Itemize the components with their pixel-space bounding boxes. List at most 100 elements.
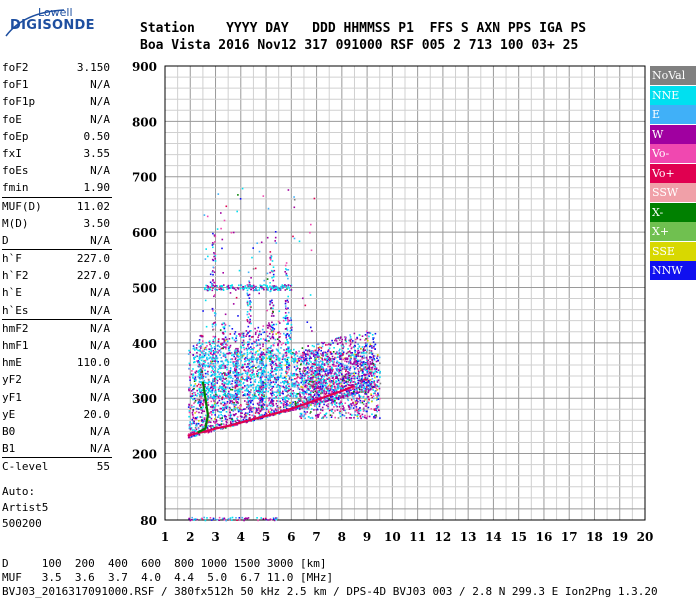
echo-point — [269, 412, 271, 415]
echo-point — [201, 421, 204, 423]
echo-point — [303, 370, 306, 372]
echo-point — [365, 373, 368, 376]
echo-point — [332, 342, 334, 344]
echo-point — [308, 360, 311, 362]
echo-point — [249, 408, 252, 410]
echo-point — [340, 392, 343, 394]
echo-point — [236, 398, 239, 400]
echo-point — [332, 365, 335, 367]
echo-point — [211, 283, 213, 285]
echo-point — [249, 315, 252, 317]
echo-point — [236, 385, 239, 387]
echo-point — [314, 359, 316, 362]
param-row: yF1 N/A — [2, 389, 110, 406]
echo-point — [209, 387, 212, 389]
echo-point — [224, 338, 226, 341]
echo-point — [240, 373, 242, 376]
echo-point — [273, 353, 276, 356]
echo-point — [288, 369, 290, 371]
echo-point — [335, 404, 337, 407]
echo-point — [245, 335, 247, 337]
echo-point — [293, 373, 295, 376]
echo-point — [228, 398, 230, 400]
echo-point — [340, 358, 342, 360]
echo-point — [242, 382, 245, 385]
echo-point — [196, 422, 199, 425]
echo-point — [273, 342, 275, 344]
echo-point — [276, 394, 279, 397]
echo-point — [287, 346, 289, 348]
echo-point — [248, 404, 251, 406]
echo-point — [234, 406, 237, 409]
echo-point — [246, 378, 248, 380]
echo-point — [229, 344, 232, 347]
echo-point — [214, 254, 217, 257]
echo-point — [259, 385, 261, 387]
echo-point — [310, 394, 312, 396]
echo-point — [317, 390, 320, 393]
echo-point — [307, 345, 309, 347]
echo-point — [212, 273, 214, 276]
echo-point — [327, 385, 329, 388]
echo-point — [204, 372, 207, 375]
x-tick-label: 1 — [161, 530, 169, 544]
echo-point — [269, 257, 271, 260]
echo-point — [375, 387, 378, 390]
echo-point — [190, 427, 193, 429]
echo-point — [288, 376, 291, 379]
echo-point — [213, 322, 215, 324]
echo-point — [251, 414, 253, 417]
echo-point — [243, 394, 245, 396]
echo-point — [202, 340, 204, 342]
param-value: 55 — [96, 460, 110, 474]
echo-point — [361, 390, 364, 393]
echo-point — [235, 337, 237, 339]
echo-point — [270, 345, 273, 347]
echo-point — [311, 402, 313, 404]
echo-point — [320, 409, 322, 411]
echo-point — [287, 322, 289, 325]
echo-point — [207, 287, 209, 289]
echo-point — [299, 373, 302, 375]
echo-point — [262, 414, 264, 417]
echo-point — [285, 314, 288, 317]
echo-point — [259, 358, 262, 360]
echo-point — [344, 338, 347, 341]
echo-point — [316, 396, 318, 399]
echo-point — [323, 415, 325, 418]
echo-point — [343, 393, 346, 396]
echo-point — [253, 389, 256, 392]
echo-point — [242, 344, 244, 347]
echo-point — [327, 373, 329, 376]
echo-point — [281, 284, 284, 286]
echo-point — [296, 360, 298, 362]
echo-point — [365, 398, 368, 400]
echo-point — [205, 284, 207, 287]
echo-point — [218, 424, 221, 427]
echo-point — [320, 349, 322, 352]
echo-point — [370, 363, 372, 365]
echo-point — [239, 379, 241, 382]
echo-point — [336, 356, 339, 358]
echo-point — [312, 381, 314, 383]
echo-point — [225, 411, 228, 413]
echo-point — [229, 400, 232, 403]
echo-point — [315, 379, 317, 381]
echo-point — [248, 417, 251, 419]
echo-point — [336, 388, 339, 390]
echo-point — [198, 342, 201, 344]
echo-point — [301, 370, 304, 372]
echo-point — [286, 402, 288, 405]
echo-point — [269, 397, 272, 399]
param-row: foE N/A — [2, 111, 110, 128]
echo-point — [213, 271, 216, 273]
echo-point — [367, 367, 369, 370]
echo-point — [246, 390, 248, 392]
echo-point — [272, 330, 275, 332]
echo-point — [374, 370, 376, 372]
echo-point — [305, 362, 308, 365]
echo-point — [248, 297, 251, 299]
echo-point — [313, 353, 315, 356]
echo-point — [277, 357, 279, 360]
echo-point — [275, 356, 278, 359]
